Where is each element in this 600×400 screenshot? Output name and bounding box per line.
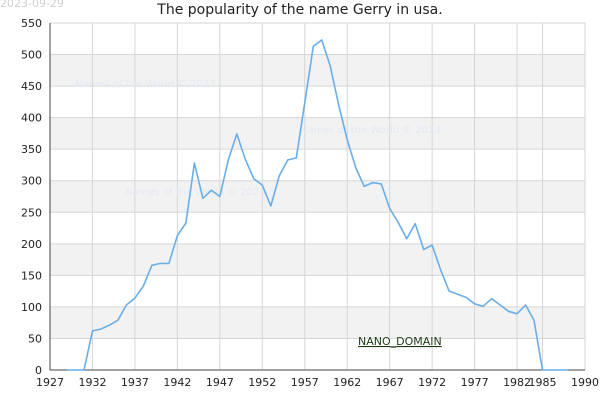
background-band [50, 54, 585, 87]
y-tick-label: 150 [21, 269, 42, 282]
background-band [50, 117, 585, 150]
y-tick-label: 300 [21, 175, 42, 188]
y-tick-label: 350 [21, 143, 42, 156]
y-tick-label: 100 [21, 301, 42, 314]
y-tick-label: 250 [21, 206, 42, 219]
y-tick-label: 500 [21, 49, 42, 62]
y-tick-label: 50 [28, 332, 42, 345]
x-tick-label: 1972 [418, 376, 446, 389]
background-band [50, 306, 585, 339]
y-tick-label: 450 [21, 80, 42, 93]
background-band [50, 180, 585, 213]
background-bands [50, 54, 585, 339]
x-tick-label: 1927 [36, 376, 64, 389]
x-tick-label: 1967 [376, 376, 404, 389]
x-tick-label: 1977 [461, 376, 489, 389]
axes [49, 23, 585, 371]
x-tick-label: 1942 [163, 376, 191, 389]
watermark-text: Names of the World © 2023 [125, 187, 266, 198]
y-tick-label: 0 [35, 364, 42, 377]
series-lines [67, 39, 568, 371]
x-tick-label: 1947 [206, 376, 234, 389]
x-tick-label: 1957 [291, 376, 319, 389]
series-line [67, 39, 568, 371]
x-tick-label: 1962 [333, 376, 361, 389]
x-tick-labels: 1927 1932 1937 1942 1947 1952 1957 1962 1967 1972… [36, 376, 599, 389]
y-tick-label: 400 [21, 112, 42, 125]
date-stamp: 2023-09-29 [0, 0, 64, 10]
watermark-text: Names of the World © 2023 [75, 79, 216, 90]
y-tick-label: 550 [21, 17, 42, 30]
x-tick-label: 1937 [121, 376, 149, 389]
x-tick-label: 1985 [529, 376, 557, 389]
x-tick-label: 1932 [78, 376, 106, 389]
domain-label: NANO_DOMAIN [358, 335, 442, 348]
watermark-text: Names of the World © 2023 [300, 125, 441, 136]
x-tick-label: 1990 [571, 376, 599, 389]
y-tick-label: 200 [21, 238, 42, 251]
y-tick-labels: 0 50 100 150 200 250 300 350 400 450 500 550 [21, 17, 42, 377]
watermarks: Names of the World © 2023 Names of the W… [75, 79, 441, 198]
x-tick-label: 1952 [248, 376, 276, 389]
chart-title: The popularity of the name Gerry in usa. [157, 2, 443, 18]
background-band [50, 243, 585, 276]
x-tick-label: 1982 [503, 376, 531, 389]
